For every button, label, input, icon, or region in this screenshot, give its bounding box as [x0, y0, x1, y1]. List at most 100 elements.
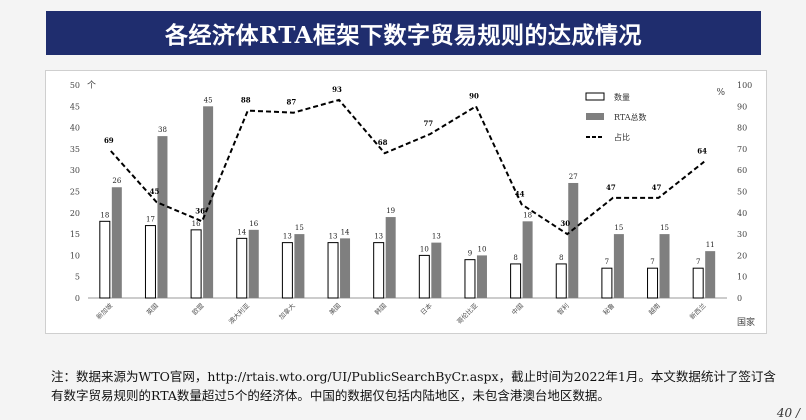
share-line	[110, 98, 705, 236]
x-tick-label: 韩国	[373, 301, 389, 317]
share-point-label: 88	[241, 96, 251, 105]
bar-total	[568, 182, 579, 298]
y-left-tick-label: 40	[70, 124, 80, 133]
x-tick-label: 欧盟	[190, 301, 206, 317]
bar-count	[373, 242, 385, 299]
y-left-tick-label: 45	[70, 102, 80, 111]
y-right-tick-label: 70	[737, 145, 747, 154]
y-right-tick-label: 60	[737, 166, 747, 175]
share-point-label: 68	[378, 138, 388, 147]
bar-count-label: 10	[420, 245, 429, 253]
x-tick-label: 哥伦比亚	[455, 301, 480, 326]
bar-total-label: 27	[569, 173, 578, 181]
x-tick-label: 新西兰	[687, 301, 708, 322]
bar-total-label: 13	[432, 233, 441, 241]
share-point-label: 69	[104, 136, 114, 145]
bar-count-label: 17	[146, 216, 155, 224]
footnote: 注：数据来源为WTO官网，http://rtais.wto.org/UI/Pub…	[51, 369, 776, 403]
share-point-label: 77	[423, 119, 433, 128]
x-tick-label: 秘鲁	[601, 301, 617, 317]
y-left-tick-label: 5	[75, 273, 80, 282]
legend-label-total: RTA总数	[614, 112, 647, 122]
bar-total	[431, 242, 442, 298]
bar-total	[705, 251, 716, 298]
bar-count	[236, 237, 248, 299]
x-tick-label: 日本	[418, 301, 434, 317]
x-tick-label: 澳大利亚	[226, 301, 251, 326]
bar-count	[190, 229, 202, 299]
share-point-label: 30	[560, 219, 570, 228]
bar-count	[464, 259, 476, 299]
share-point-label: 44	[515, 189, 525, 198]
y-left-tick-label: 10	[70, 251, 80, 260]
x-tick-label: 中国	[509, 301, 525, 317]
y-right-tick-label: 0	[737, 294, 742, 303]
bar-total	[248, 229, 259, 298]
bar-total-label: 14	[341, 228, 350, 236]
bar-total-label: 19	[386, 207, 395, 215]
x-tick-label: 加拿大	[277, 301, 298, 322]
bar-total-label: 16	[249, 220, 258, 228]
bar-count-label: 7	[696, 258, 700, 266]
bar-count-label: 8	[513, 254, 517, 262]
x-tick-label: 智利	[555, 301, 571, 317]
page-number: 40 /	[776, 406, 800, 420]
bar-count-label: 9	[468, 250, 472, 258]
bar-total-label: 15	[614, 224, 623, 232]
bar-total-label: 15	[660, 224, 669, 232]
bar-count	[327, 242, 339, 299]
share-point-label: 64	[697, 147, 707, 156]
share-point-label: 90	[469, 91, 479, 100]
x-tick-label: 新加坡	[94, 301, 115, 322]
bar-count-label: 14	[237, 228, 246, 236]
bar-count-label: 8	[559, 254, 563, 262]
bar-total	[659, 234, 670, 298]
x-axis-title: 国家	[737, 316, 755, 328]
bar-count	[281, 242, 293, 299]
share-point-label: 93	[332, 85, 342, 94]
share-point-label: 47	[606, 183, 616, 192]
y-left-tick-label: 20	[70, 209, 80, 218]
bar-total-label: 45	[204, 96, 213, 104]
bar-count-label: 18	[100, 211, 109, 219]
legend-label-share: 占比	[614, 132, 630, 142]
bar-total-label: 18	[523, 211, 532, 219]
title-bar: 各经济体RTA框架下数字贸易规则的达成情况	[46, 11, 761, 55]
bar-count	[692, 267, 704, 299]
bar-total	[203, 106, 214, 298]
bar-count-label: 13	[283, 233, 292, 241]
y-left-tick-label: 35	[70, 145, 80, 154]
bar-count	[601, 267, 613, 299]
y-left-tick-label: 15	[70, 230, 80, 239]
bar-total-label: 15	[295, 224, 304, 232]
bar-count	[418, 254, 430, 299]
bar-total	[522, 221, 533, 298]
bar-count	[144, 225, 156, 299]
bar-count-label: 13	[329, 233, 338, 241]
bar-total	[157, 136, 168, 298]
bar-total-label: 11	[706, 241, 715, 249]
bar-total-label: 38	[158, 126, 167, 134]
bar-count-label: 7	[605, 258, 609, 266]
y-left-tick-label: 50	[70, 81, 80, 90]
y-right-tick-label: 80	[737, 124, 747, 133]
y-right-tick-label: 50	[737, 188, 747, 197]
legend-swatch-count	[585, 92, 605, 101]
share-point-label: 36	[195, 206, 205, 215]
bar-total-label: 10	[478, 245, 487, 253]
bar-total	[340, 238, 351, 298]
y-right-tick-label: 40	[737, 209, 747, 218]
y-right-tick-label: 100	[737, 81, 752, 90]
bar-total-label: 26	[112, 177, 121, 185]
y-left-axis-unit: 个	[87, 80, 96, 91]
y-right-tick-label: 90	[737, 102, 747, 111]
x-tick-label: 美国	[327, 301, 343, 317]
bar-count	[647, 267, 659, 299]
bar-total	[111, 187, 122, 298]
share-point-label: 87	[287, 98, 297, 107]
y-left-tick-label: 0	[75, 294, 80, 303]
legend-label-count: 数量	[614, 92, 630, 102]
x-tick-label: 越南	[646, 301, 662, 317]
y-right-tick-label: 30	[737, 230, 747, 239]
y-left-tick-label: 25	[70, 188, 80, 197]
